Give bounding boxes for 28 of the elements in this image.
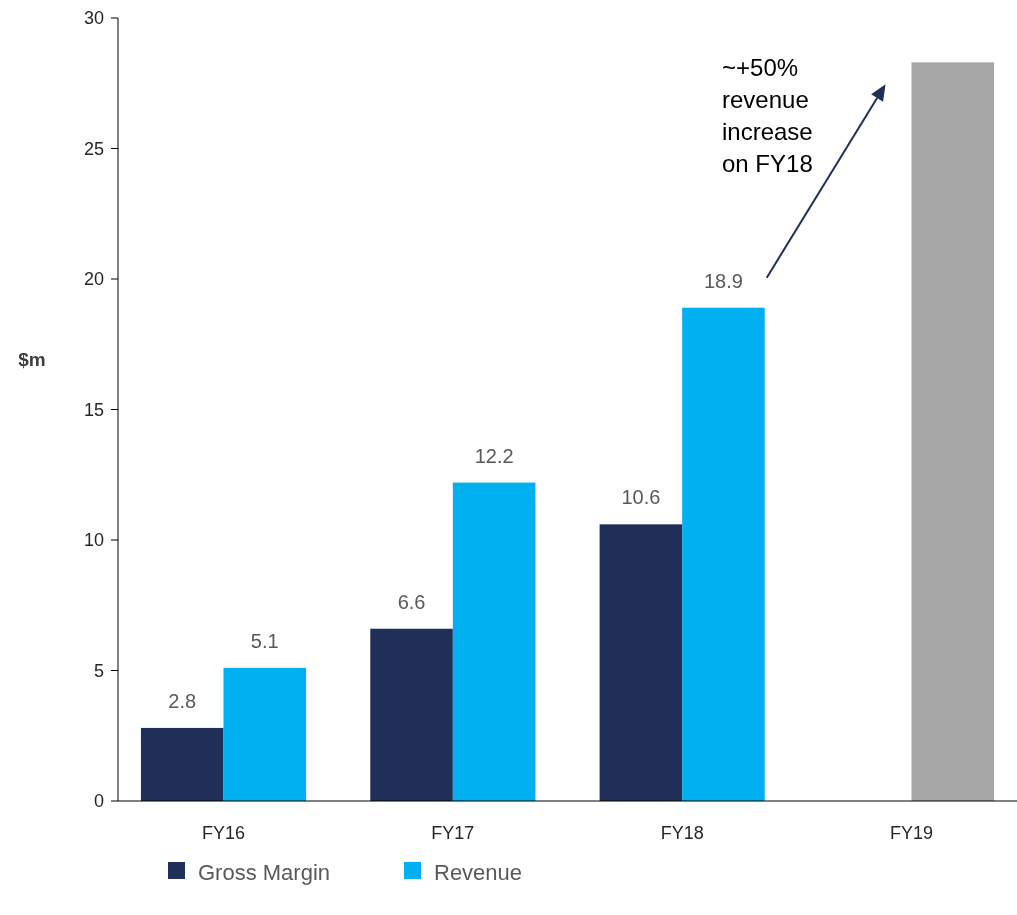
- y-tick-label: 10: [83, 530, 104, 551]
- data-label: 18.9: [703, 269, 743, 292]
- y-tick-label: 5: [93, 660, 104, 681]
- bar: [223, 667, 307, 801]
- bar: [682, 307, 765, 801]
- x-tick-label: FY19: [889, 823, 934, 843]
- y-axis-title: $m: [18, 349, 46, 370]
- bar: [370, 628, 453, 801]
- data-label: 12.2: [474, 444, 514, 467]
- x-tick-label: FY16: [201, 823, 246, 843]
- x-tick-label: FY17: [431, 823, 475, 843]
- data-label: 2.8: [168, 689, 197, 712]
- y-tick-label: 0: [93, 791, 104, 812]
- bar: [140, 727, 224, 801]
- bar: [599, 524, 683, 801]
- data-label: 5.1: [250, 629, 279, 652]
- y-tick-label: 15: [83, 399, 104, 420]
- bar: [911, 62, 995, 801]
- legend-label: Gross Margin: [198, 859, 331, 885]
- legend-label: Revenue: [434, 859, 523, 885]
- y-tick-label: 20: [83, 269, 104, 290]
- y-tick-label: 30: [83, 8, 104, 29]
- annotation: ~+50% revenue increase on FY18: [722, 54, 813, 177]
- x-tick-label: FY18: [660, 823, 704, 843]
- data-label: 10.6: [621, 486, 661, 509]
- y-tick-label: 25: [83, 138, 104, 159]
- bar: [452, 482, 536, 801]
- data-label: 6.6: [397, 590, 426, 613]
